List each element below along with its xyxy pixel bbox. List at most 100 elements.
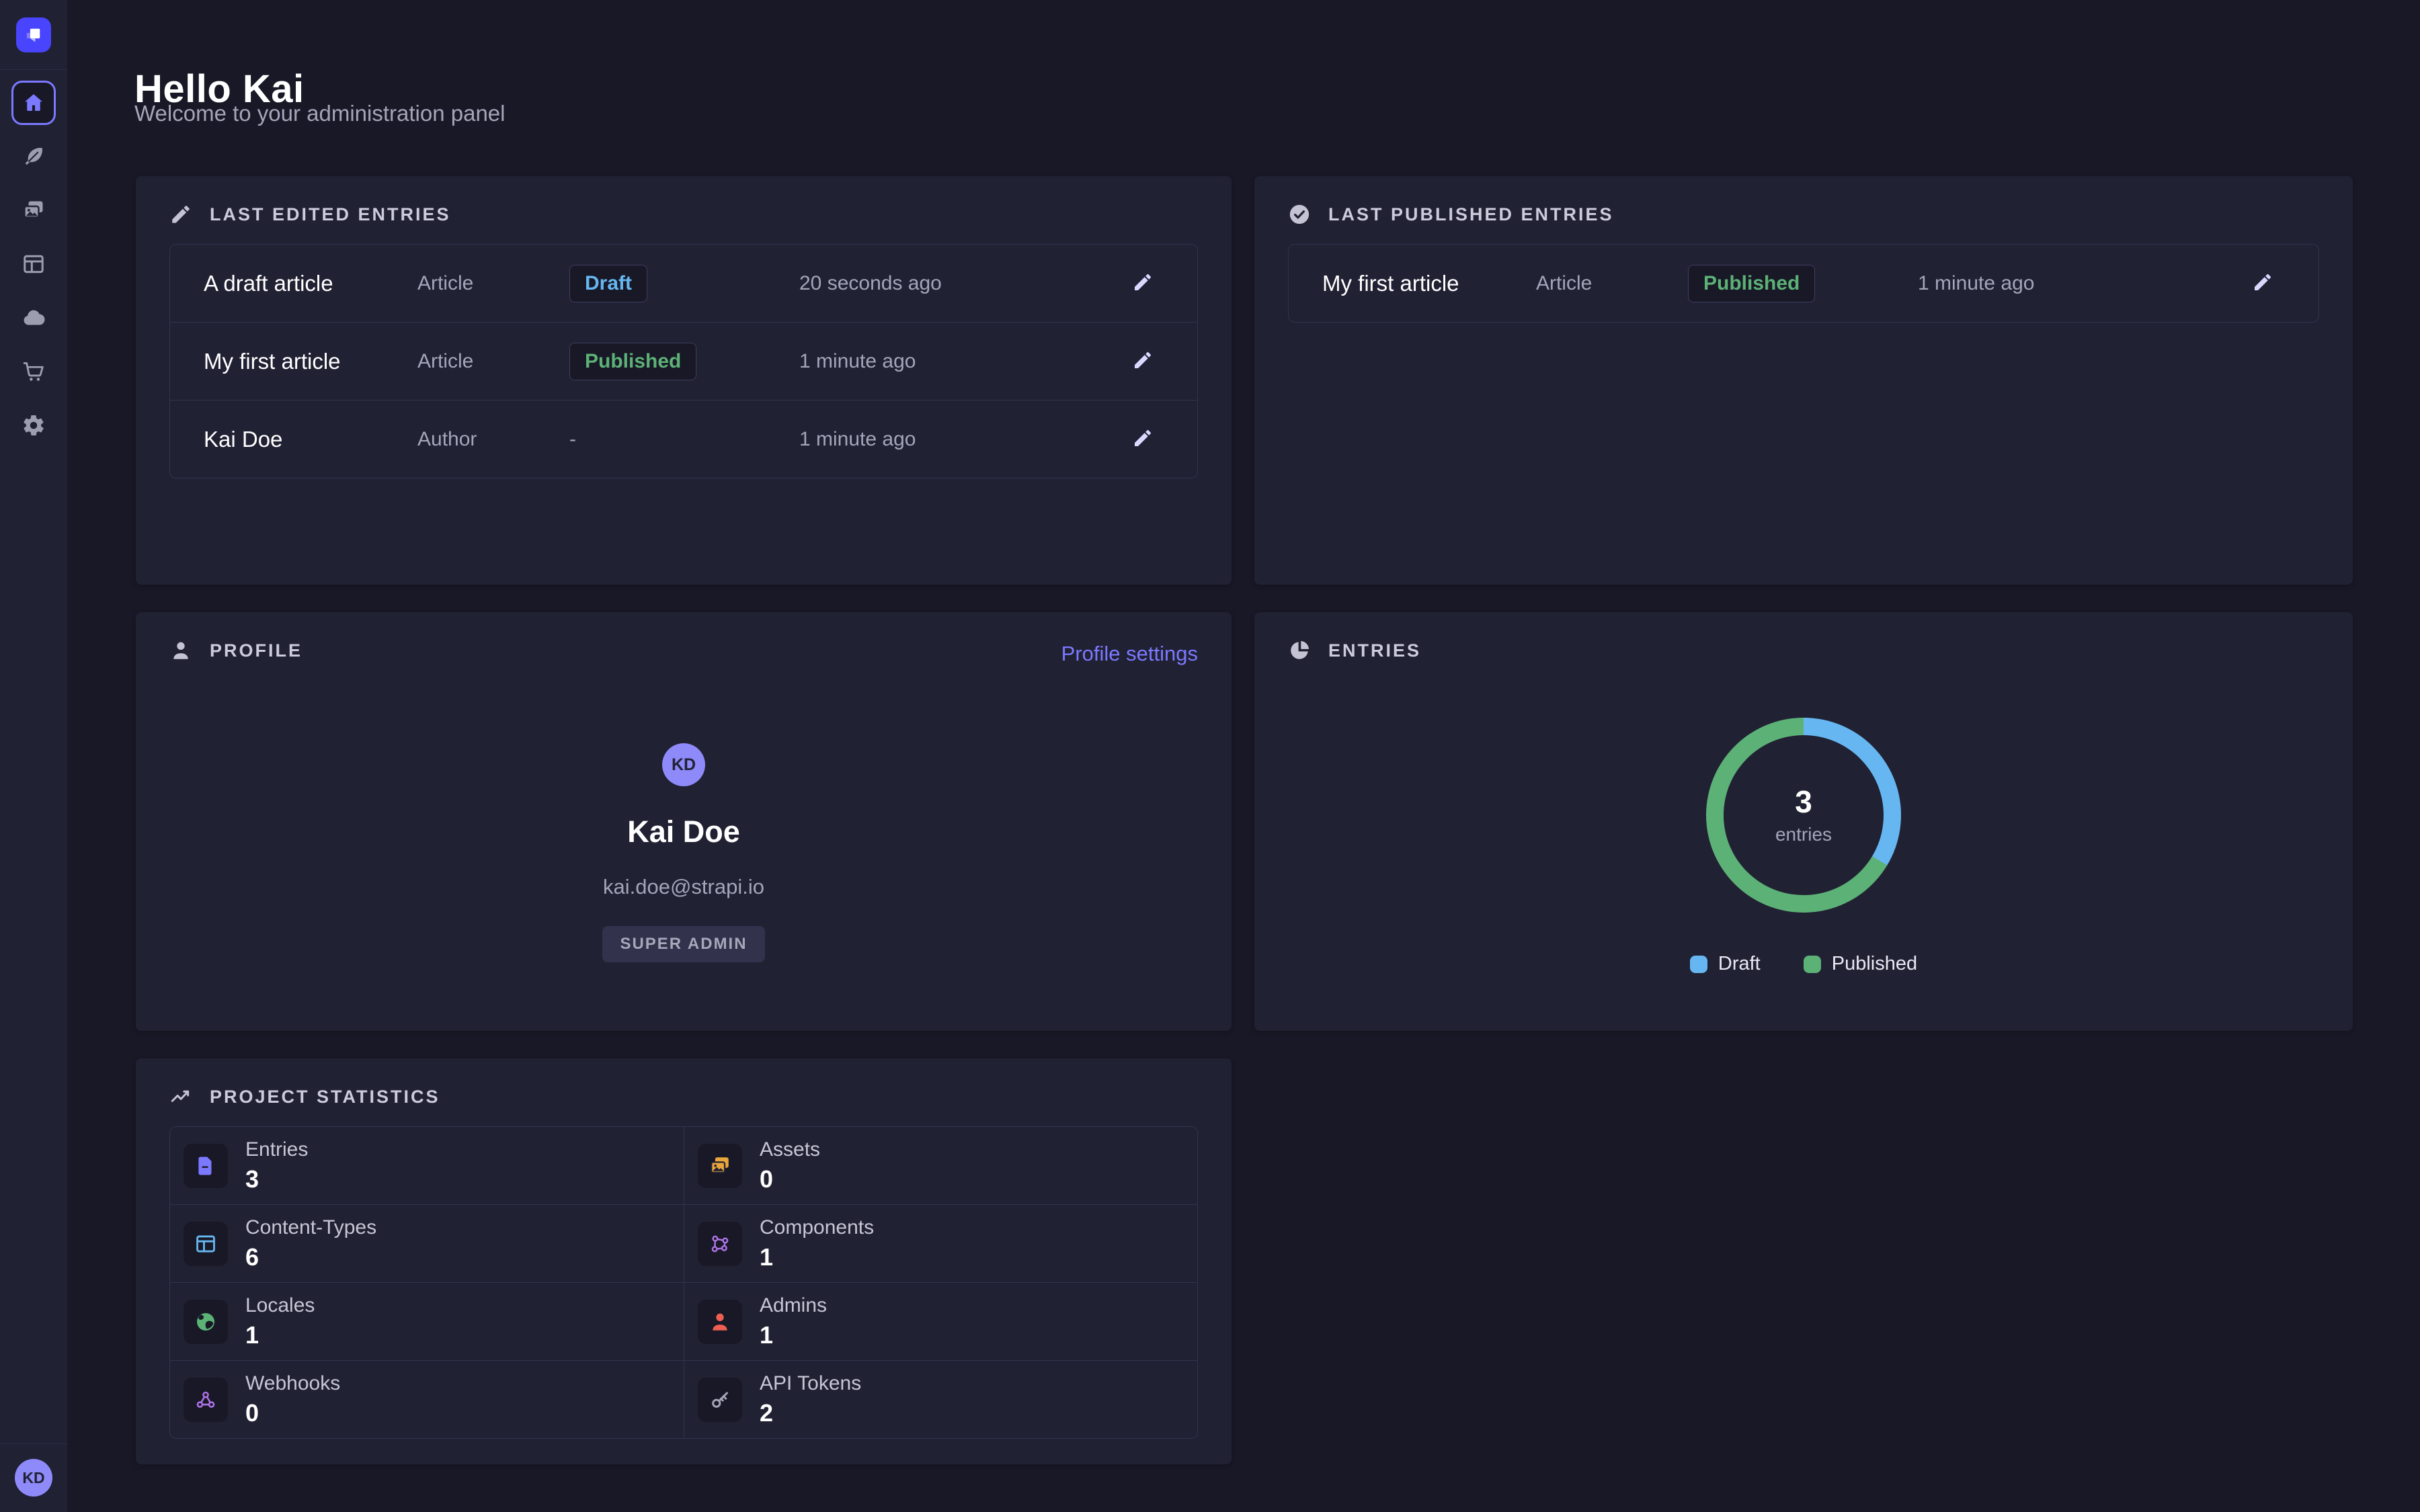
chart-legend: Draft Published (1690, 953, 1917, 975)
table-row[interactable]: Kai Doe Author - 1 minute ago (170, 400, 1197, 478)
panel-entries: ENTRIES 3 entries Draft Published (1254, 612, 2353, 1031)
stat-label: Entries (245, 1138, 308, 1161)
sidebar: KD (0, 0, 67, 1512)
entries-count-label: entries (1775, 824, 1832, 845)
components-icon (709, 1232, 731, 1255)
entries-donut: 3 entries (1706, 718, 1901, 913)
cloud-icon (22, 306, 46, 330)
entry-name: My first article (1322, 271, 1536, 296)
sidebar-item-settings[interactable] (11, 403, 56, 448)
stat-value: 6 (245, 1243, 376, 1271)
sidebar-user-avatar[interactable]: KD (15, 1459, 52, 1497)
entry-type: Article (417, 272, 569, 295)
profile-role-badge: SUPER ADMIN (602, 926, 764, 962)
pencil-icon (2252, 271, 2273, 293)
user-icon (169, 639, 192, 662)
user-icon (709, 1310, 731, 1333)
stat-value: 0 (245, 1399, 340, 1427)
stat-label: Components (760, 1216, 874, 1239)
sidebar-divider-top (0, 69, 67, 70)
stats-grid: Entries 3 Assets 0 Content-Types (169, 1126, 1198, 1439)
webhook-icon (194, 1388, 217, 1411)
sidebar-item-home[interactable] (11, 81, 56, 125)
table-row[interactable]: My first article Article Published 1 min… (1289, 245, 2318, 322)
status-empty: - (569, 428, 799, 451)
legend-label: Draft (1718, 953, 1761, 975)
entry-time: 20 seconds ago (799, 272, 1082, 295)
stat-api-tokens: API Tokens 2 (684, 1360, 1197, 1438)
stat-label: Webhooks (245, 1372, 340, 1395)
stat-content-types: Content-Types 6 (170, 1204, 684, 1282)
entry-name: My first article (204, 349, 417, 374)
stat-value: 0 (760, 1165, 820, 1193)
layout-icon (22, 252, 46, 276)
stat-label: API Tokens (760, 1372, 861, 1395)
pencil-icon (1132, 349, 1154, 371)
page-subtitle: Welcome to your administration panel (134, 101, 506, 126)
draft-swatch (1690, 956, 1707, 973)
panel-header: ENTRIES (1288, 639, 1421, 662)
sidebar-item-media-library[interactable] (11, 188, 56, 233)
stat-value: 2 (760, 1399, 861, 1427)
home-icon (22, 91, 46, 115)
entry-type: Article (417, 350, 569, 373)
stat-webhooks: Webhooks 0 (170, 1360, 684, 1438)
pencil-icon (1132, 271, 1154, 293)
entry-name: A draft article (204, 271, 417, 296)
profile-name: Kai Doe (627, 814, 740, 849)
sidebar-item-content-type-builder[interactable] (11, 242, 56, 286)
strapi-logo[interactable] (16, 17, 51, 52)
edit-entry-button[interactable] (2206, 271, 2318, 295)
strapi-logo-icon (22, 23, 46, 47)
stat-value: 3 (245, 1165, 308, 1193)
media-icon (22, 198, 46, 222)
panel-header: PROFILE (169, 639, 302, 662)
stat-assets: Assets 0 (684, 1127, 1197, 1204)
stat-label: Admins (760, 1294, 827, 1317)
strapi-admin-dashboard: KD Hello Kai Welcome to your administrat… (0, 0, 2420, 1512)
stat-entries: Entries 3 (170, 1127, 684, 1204)
pie-chart-icon (1288, 639, 1311, 662)
panel-project-statistics: PROJECT STATISTICS Entries 3 Assets 0 (136, 1058, 1232, 1464)
pencil-icon (169, 203, 192, 226)
profile-body: KD Kai Doe kai.doe@strapi.io SUPER ADMIN (136, 743, 1232, 962)
stat-label: Content-Types (245, 1216, 376, 1239)
edit-entry-button[interactable] (1088, 349, 1197, 373)
last-published-table: My first article Article Published 1 min… (1288, 244, 2319, 323)
images-icon (709, 1154, 731, 1177)
panel-last-edited-entries: LAST EDITED ENTRIES A draft article Arti… (136, 176, 1232, 585)
sidebar-nav (0, 81, 67, 448)
stat-value: 1 (760, 1321, 827, 1349)
last-edited-table: A draft article Article Draft 20 seconds… (169, 244, 1198, 478)
entry-time: 1 minute ago (1918, 272, 2201, 295)
panel-header: LAST PUBLISHED ENTRIES (1288, 203, 1614, 226)
entries-count: 3 (1795, 785, 1812, 819)
entry-time: 1 minute ago (799, 428, 1082, 451)
gear-icon (22, 413, 46, 437)
table-row[interactable]: A draft article Article Draft 20 seconds… (170, 245, 1197, 322)
check-circle-icon (1288, 203, 1311, 226)
stat-label: Assets (760, 1138, 820, 1161)
key-icon (709, 1388, 731, 1411)
sidebar-item-deploy[interactable] (11, 296, 56, 340)
profile-avatar: KD (662, 743, 705, 786)
profile-email: kai.doe@strapi.io (603, 875, 764, 899)
entry-type: Author (417, 428, 569, 451)
edit-entry-button[interactable] (1088, 271, 1197, 295)
status-badge: Published (1688, 265, 1815, 302)
stat-locales: Locales 1 (170, 1282, 684, 1360)
stat-label: Locales (245, 1294, 315, 1317)
table-row[interactable]: My first article Article Published 1 min… (170, 322, 1197, 400)
donut-center: 3 entries (1724, 735, 1884, 895)
layout-icon (194, 1232, 217, 1255)
sidebar-item-content-manager[interactable] (11, 134, 56, 179)
edit-entry-button[interactable] (1088, 427, 1197, 451)
stat-admins: Admins 1 (684, 1282, 1197, 1360)
sidebar-item-marketplace[interactable] (11, 349, 56, 394)
file-icon (194, 1154, 217, 1177)
legend-label: Published (1832, 953, 1917, 975)
status-badge: Published (569, 343, 696, 380)
feather-icon (22, 144, 46, 169)
cart-icon (22, 360, 46, 384)
profile-settings-link[interactable]: Profile settings (1061, 642, 1198, 666)
